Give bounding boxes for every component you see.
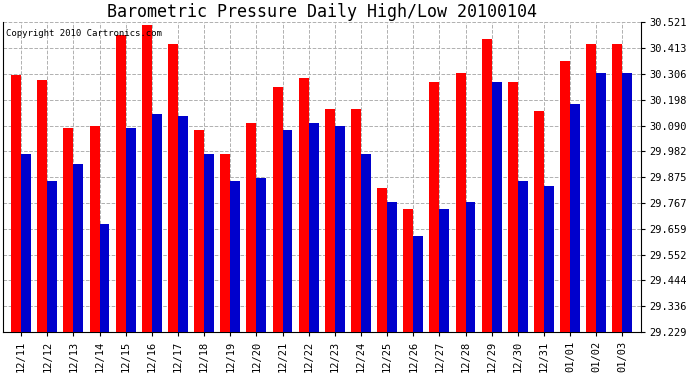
Bar [544, 186, 554, 332]
Bar [308, 123, 319, 332]
Bar [613, 44, 622, 332]
Bar [586, 44, 596, 332]
Bar [204, 154, 214, 332]
Bar [37, 80, 47, 332]
Bar [99, 224, 110, 332]
Bar [142, 25, 152, 332]
Bar [570, 104, 580, 332]
Bar [168, 44, 178, 332]
Bar [596, 73, 607, 332]
Bar [73, 164, 83, 332]
Bar [273, 87, 282, 332]
Bar [257, 178, 266, 332]
Bar [325, 109, 335, 332]
Bar [429, 82, 440, 332]
Bar [508, 82, 518, 332]
Bar [387, 202, 397, 332]
Bar [413, 236, 423, 332]
Bar [335, 126, 345, 332]
Bar [63, 128, 73, 332]
Bar [518, 181, 528, 332]
Bar [152, 114, 161, 332]
Bar [230, 181, 240, 332]
Text: Copyright 2010 Cartronics.com: Copyright 2010 Cartronics.com [6, 28, 162, 38]
Title: Barometric Pressure Daily High/Low 20100104: Barometric Pressure Daily High/Low 20100… [107, 3, 537, 21]
Bar [116, 34, 126, 332]
Bar [299, 78, 308, 332]
Bar [220, 154, 230, 332]
Bar [560, 61, 570, 332]
Bar [282, 130, 293, 332]
Bar [47, 181, 57, 332]
Bar [534, 111, 544, 332]
Bar [21, 154, 31, 332]
Bar [404, 210, 413, 332]
Bar [622, 73, 632, 332]
Bar [194, 130, 204, 332]
Bar [492, 82, 502, 332]
Bar [482, 39, 492, 332]
Bar [178, 116, 188, 332]
Bar [377, 188, 387, 332]
Bar [90, 126, 99, 332]
Bar [126, 128, 136, 332]
Bar [440, 210, 449, 332]
Bar [466, 202, 475, 332]
Bar [11, 75, 21, 332]
Bar [246, 123, 257, 332]
Bar [351, 109, 361, 332]
Bar [455, 73, 466, 332]
Bar [361, 154, 371, 332]
